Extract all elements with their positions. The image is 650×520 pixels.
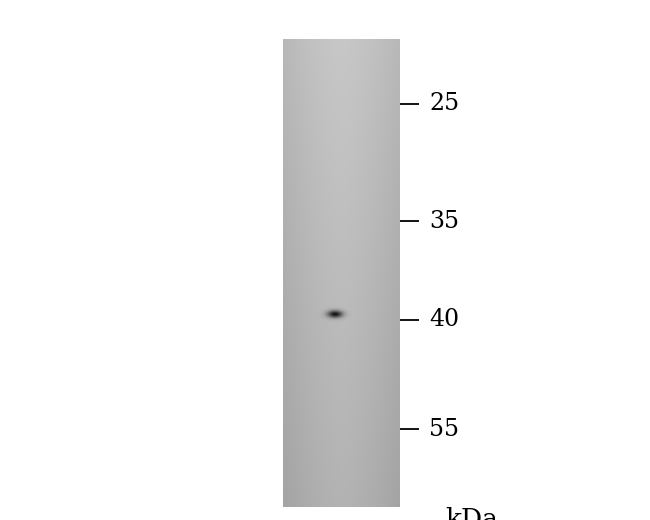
Text: 25: 25 — [429, 93, 459, 115]
Text: kDa: kDa — [445, 507, 498, 520]
Text: 35: 35 — [429, 210, 459, 232]
Text: 40: 40 — [429, 308, 459, 331]
Text: 55: 55 — [429, 418, 459, 440]
